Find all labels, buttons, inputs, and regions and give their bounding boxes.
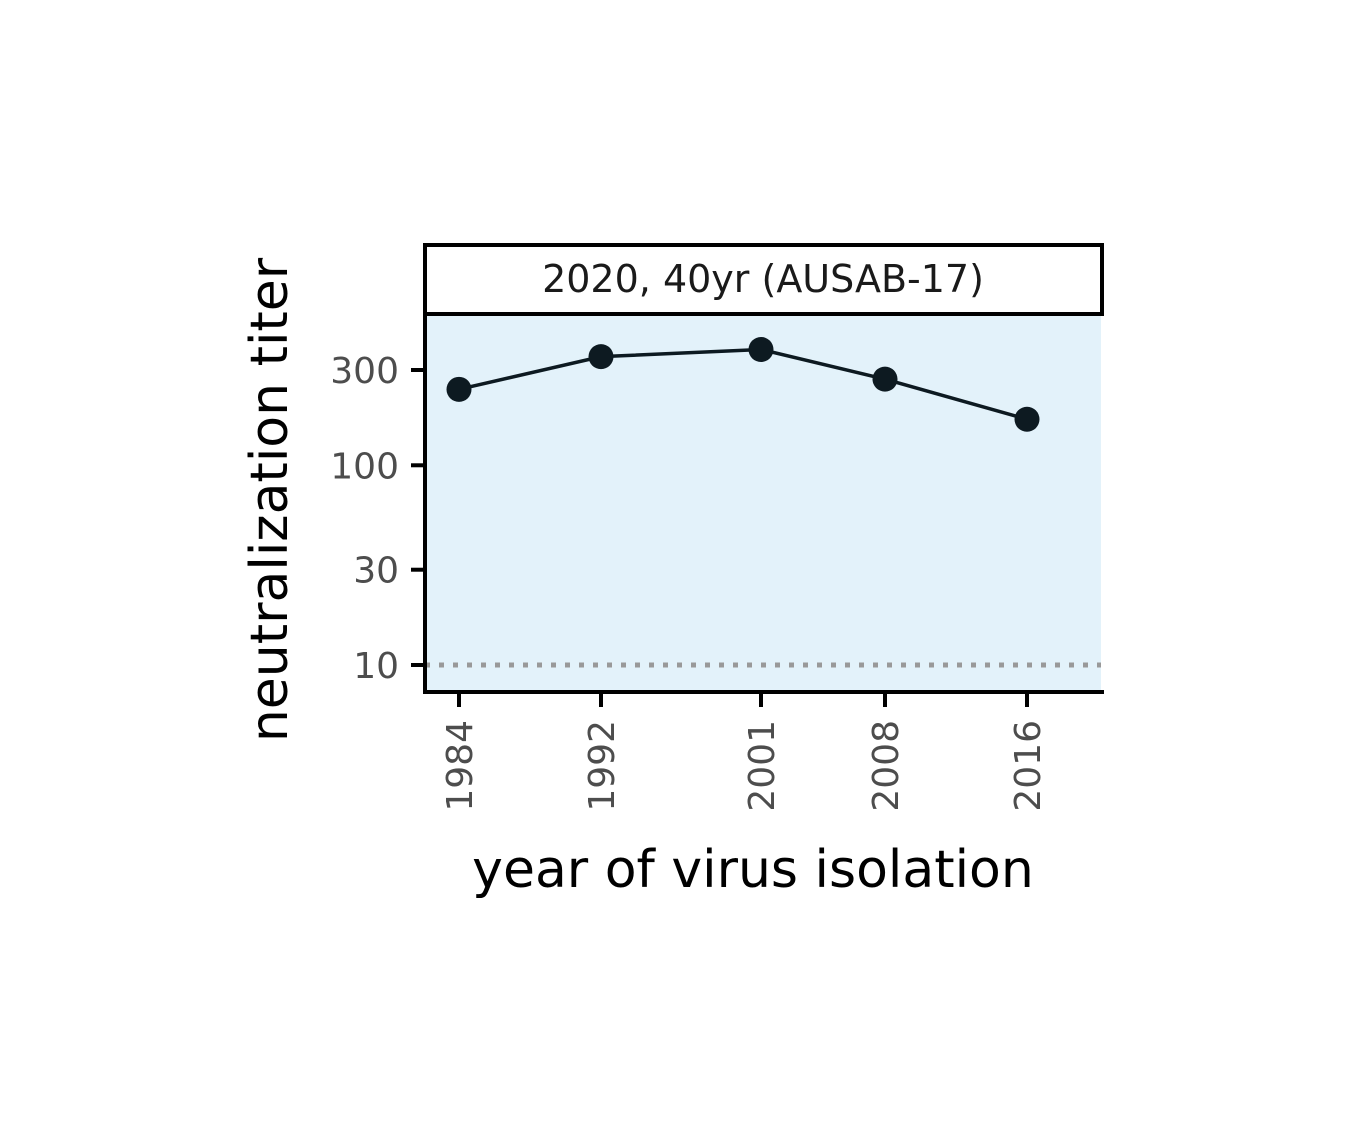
data-point xyxy=(1014,406,1040,432)
data-point xyxy=(446,376,472,402)
y-tick-label: 10 xyxy=(353,646,399,687)
facet-strip xyxy=(423,243,1104,316)
data-point xyxy=(588,344,614,370)
x-tick-label: 2016 xyxy=(1008,720,1049,812)
y-axis-ticks: 10 30 100 300 xyxy=(330,351,425,687)
data-point xyxy=(872,366,898,392)
y-tick-label: 30 xyxy=(353,551,399,592)
y-axis-title: neutralization titer xyxy=(240,257,300,742)
x-tick-label: 1984 xyxy=(440,720,481,812)
x-axis-ticks: 1984 1992 2001 2008 2016 xyxy=(440,692,1049,812)
data-point xyxy=(748,336,774,362)
data-points xyxy=(446,336,1040,432)
x-tick-label: 1992 xyxy=(582,720,623,812)
y-tick-label: 100 xyxy=(330,446,399,487)
facet-title: 2020, 40yr (AUSAB-17) xyxy=(542,257,984,301)
y-tick-label: 300 xyxy=(330,351,399,392)
plot-panel xyxy=(425,314,1101,692)
x-axis-title: year of virus isolation xyxy=(472,840,1034,900)
x-tick-label: 2008 xyxy=(866,720,907,812)
x-tick-label: 2001 xyxy=(742,720,783,812)
